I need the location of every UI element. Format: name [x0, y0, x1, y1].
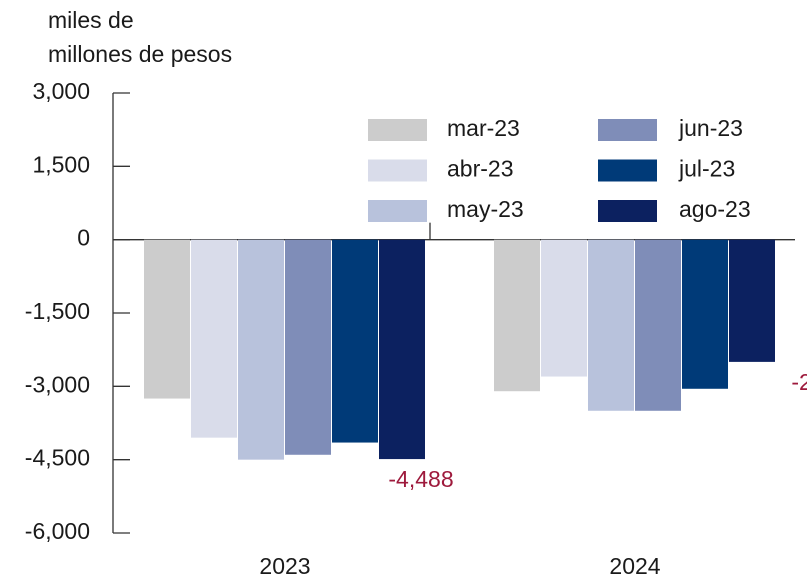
bar	[494, 239, 540, 392]
bar	[682, 239, 728, 389]
bar	[379, 239, 425, 460]
bar	[238, 239, 284, 460]
y-tick-label: -3,000	[25, 371, 90, 397]
legend-swatch	[598, 200, 657, 222]
y-axis-title: miles de	[48, 7, 134, 33]
value-label: -4,488	[388, 466, 453, 492]
bar	[191, 239, 237, 438]
legend-label: abr-23	[447, 156, 513, 182]
bar	[285, 239, 331, 455]
legend-swatch	[368, 119, 427, 141]
bar	[729, 239, 775, 362]
bar	[541, 239, 587, 377]
legend-label: mar-23	[447, 115, 520, 141]
legend-swatch	[598, 119, 657, 141]
value-label: -2,500	[791, 369, 807, 395]
y-tick-label: 1,500	[32, 151, 90, 177]
y-tick-label: -6,000	[25, 518, 90, 544]
y-tick-label: 3,000	[32, 78, 90, 104]
x-tick-label: 2023	[259, 553, 310, 579]
bar	[588, 239, 634, 411]
legend-swatch	[368, 200, 427, 222]
y-tick-label: -1,500	[25, 298, 90, 324]
x-tick-label: 2024	[609, 553, 660, 579]
legend-swatch	[598, 159, 657, 182]
legend-label: jun-23	[678, 115, 743, 141]
y-tick-label: 0	[77, 225, 90, 251]
legend-label: jul-23	[678, 156, 735, 182]
y-axis-title: millones de pesos	[48, 41, 232, 67]
bar	[635, 239, 681, 411]
legend-swatch	[368, 159, 427, 182]
legend-label: ago-23	[679, 196, 751, 222]
bar	[332, 239, 378, 443]
y-tick-label: -4,500	[25, 445, 90, 471]
bar	[144, 239, 190, 399]
legend-label: may-23	[447, 196, 524, 222]
